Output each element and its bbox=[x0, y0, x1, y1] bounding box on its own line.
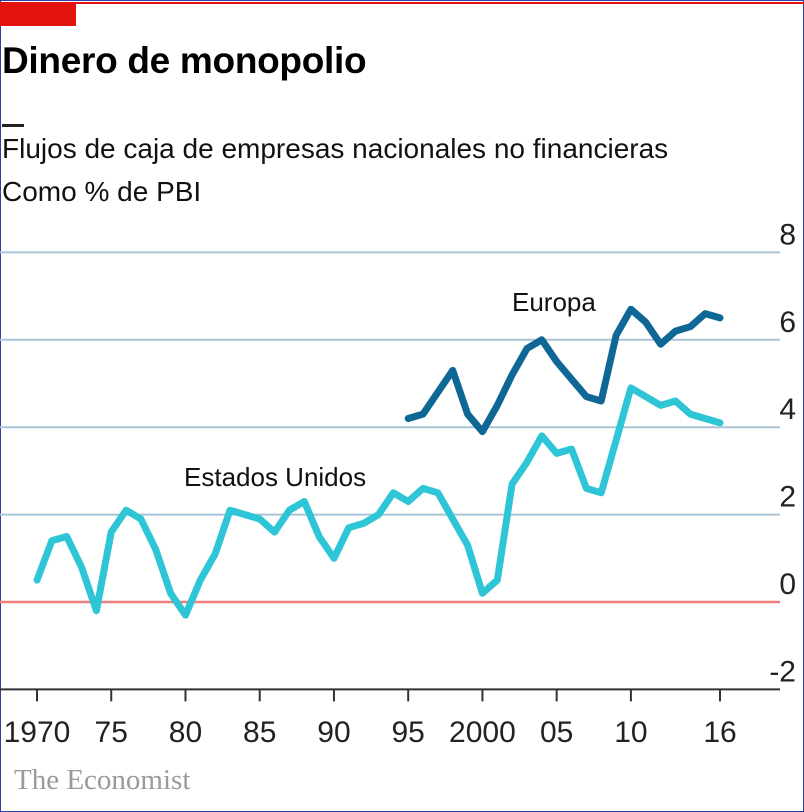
y-tick-label: 6 bbox=[779, 306, 796, 339]
x-tick-label: 1970 bbox=[4, 716, 71, 749]
y-tick-label: 0 bbox=[779, 568, 796, 601]
x-tick-label: 10 bbox=[614, 716, 647, 749]
x-tick-label: 85 bbox=[243, 716, 276, 749]
chart-title: Dinero de monopolio bbox=[2, 40, 367, 81]
x-tick-label: 16 bbox=[703, 716, 736, 749]
x-tick-label: 05 bbox=[540, 716, 573, 749]
x-tick-label: 95 bbox=[392, 716, 425, 749]
grid-lines bbox=[0, 251, 780, 702]
x-tick-label: 2000 bbox=[449, 716, 516, 749]
y-tick-label: -2 bbox=[769, 655, 796, 688]
series-label-estados-unidos: Estados Unidos bbox=[184, 462, 366, 492]
x-tick-label: 75 bbox=[95, 716, 128, 749]
top-rule bbox=[0, 2, 804, 4]
x-tick-label: 90 bbox=[317, 716, 350, 749]
series-lines bbox=[33, 305, 724, 619]
source-credit: The Economist bbox=[14, 764, 191, 796]
series-line-estados-unidos bbox=[33, 384, 724, 619]
chart-unit: Como % de PBI bbox=[2, 176, 202, 207]
series-label-europa: Europa bbox=[512, 287, 596, 317]
y-tick-label: 8 bbox=[779, 218, 796, 251]
chart-subtitle: Flujos de caja de empresas nacionales no… bbox=[2, 133, 669, 164]
series-line-europa bbox=[404, 305, 724, 436]
y-tick-label: 4 bbox=[779, 393, 796, 426]
brand-tag bbox=[0, 2, 76, 26]
axis-labels: 8 6 4 2 0 -2 1970 75 80 85 90 95 2000 05 10 16 Estados U… bbox=[4, 218, 796, 749]
x-tick-label: 80 bbox=[169, 716, 202, 749]
title-divider bbox=[2, 124, 24, 127]
y-tick-label: 2 bbox=[779, 481, 796, 514]
